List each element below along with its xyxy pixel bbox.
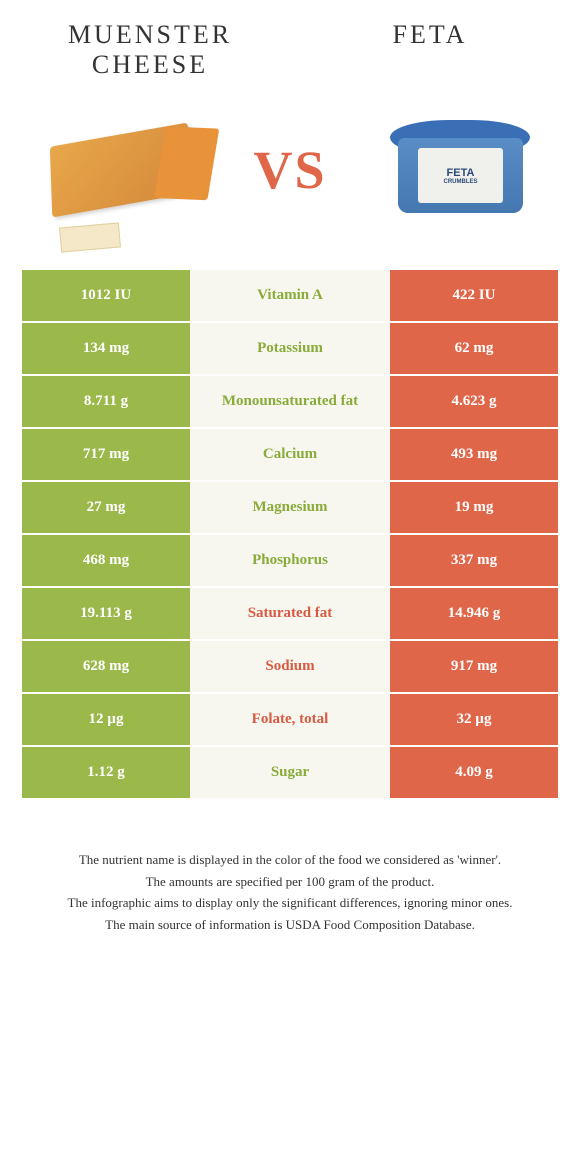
left-value-cell: 12 µg	[22, 694, 190, 745]
left-product-title: MUENSTER CHEESE	[10, 20, 290, 80]
left-value-cell: 717 mg	[22, 429, 190, 480]
nutrient-row: 628 mgSodium917 mg	[22, 641, 558, 692]
product-images-row: VS FETA CRUMBLES	[0, 90, 580, 270]
footer-line-1: The nutrient name is displayed in the co…	[30, 850, 550, 870]
right-value-cell: 32 µg	[390, 694, 558, 745]
right-value-cell: 4.09 g	[390, 747, 558, 798]
nutrient-row: 1.12 gSugar4.09 g	[22, 747, 558, 798]
nutrient-name-cell: Magnesium	[190, 482, 390, 533]
comparison-table: 1012 IUVitamin A422 IU134 mgPotassium62 …	[0, 270, 580, 798]
nutrient-name-cell: Monounsaturated fat	[190, 376, 390, 427]
nutrient-row: 19.113 gSaturated fat14.946 g	[22, 588, 558, 639]
nutrient-name-cell: Saturated fat	[190, 588, 390, 639]
nutrient-name-cell: Sodium	[190, 641, 390, 692]
right-value-cell: 19 mg	[390, 482, 558, 533]
footer-line-3: The infographic aims to display only the…	[30, 893, 550, 913]
right-product-title: FETA	[290, 20, 570, 50]
feta-label-main: FETA	[447, 167, 475, 179]
nutrient-name-cell: Phosphorus	[190, 535, 390, 586]
nutrient-row: 27 mgMagnesium19 mg	[22, 482, 558, 533]
right-value-cell: 917 mg	[390, 641, 558, 692]
left-value-cell: 27 mg	[22, 482, 190, 533]
right-value-cell: 14.946 g	[390, 588, 558, 639]
footer-line-4: The main source of information is USDA F…	[30, 915, 550, 935]
nutrient-row: 1012 IUVitamin A422 IU	[22, 270, 558, 321]
nutrient-row: 134 mgPotassium62 mg	[22, 323, 558, 374]
nutrient-name-cell: Vitamin A	[190, 270, 390, 321]
right-value-cell: 4.623 g	[390, 376, 558, 427]
header-titles: MUENSTER CHEESE FETA	[0, 0, 580, 90]
left-value-cell: 1012 IU	[22, 270, 190, 321]
left-value-cell: 468 mg	[22, 535, 190, 586]
feta-label-sub: CRUMBLES	[444, 179, 478, 185]
left-value-cell: 628 mg	[22, 641, 190, 692]
nutrient-row: 468 mgPhosphorus337 mg	[22, 535, 558, 586]
left-value-cell: 19.113 g	[22, 588, 190, 639]
nutrient-row: 717 mgCalcium493 mg	[22, 429, 558, 480]
nutrient-row: 8.711 gMonounsaturated fat4.623 g	[22, 376, 558, 427]
left-value-cell: 1.12 g	[22, 747, 190, 798]
nutrient-name-cell: Sugar	[190, 747, 390, 798]
right-value-cell: 62 mg	[390, 323, 558, 374]
nutrient-name-cell: Folate, total	[190, 694, 390, 745]
feta-image: FETA CRUMBLES	[370, 105, 550, 235]
nutrient-row: 12 µgFolate, total32 µg	[22, 694, 558, 745]
cheese-slices-icon	[59, 222, 121, 252]
right-value-cell: 422 IU	[390, 270, 558, 321]
right-value-cell: 337 mg	[390, 535, 558, 586]
vs-label: VS	[253, 139, 326, 201]
footer-line-2: The amounts are specified per 100 gram o…	[30, 872, 550, 892]
nutrient-name-cell: Calcium	[190, 429, 390, 480]
feta-container-icon: FETA CRUMBLES	[390, 120, 530, 220]
footer-notes: The nutrient name is displayed in the co…	[0, 800, 580, 956]
left-value-cell: 8.711 g	[22, 376, 190, 427]
left-value-cell: 134 mg	[22, 323, 190, 374]
right-value-cell: 493 mg	[390, 429, 558, 480]
muenster-image	[30, 105, 210, 235]
cheese-block-icon	[50, 123, 190, 218]
nutrient-name-cell: Potassium	[190, 323, 390, 374]
